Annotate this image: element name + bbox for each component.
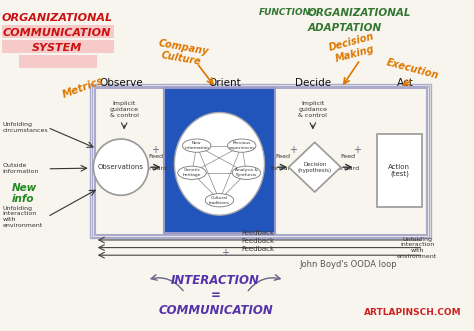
Text: Execution: Execution <box>385 58 440 81</box>
Text: COMMUNICATION: COMMUNICATION <box>3 28 111 38</box>
Text: forward: forward <box>336 166 360 170</box>
Text: Feed: Feed <box>340 154 356 159</box>
Text: +: + <box>353 145 361 155</box>
Text: Metrics: Metrics <box>61 75 105 100</box>
Text: ORGANIZATIONAL: ORGANIZATIONAL <box>1 13 112 23</box>
Text: Feed: Feed <box>148 154 163 159</box>
Text: Observations: Observations <box>98 164 144 170</box>
Text: forward: forward <box>144 166 167 170</box>
Text: Observe: Observe <box>99 78 143 88</box>
Text: ARTLAPINSCH.COM: ARTLAPINSCH.COM <box>364 308 461 317</box>
Text: Analysis &
Synthesis: Analysis & Synthesis <box>235 168 258 177</box>
Ellipse shape <box>205 194 234 207</box>
Text: +: + <box>221 248 229 258</box>
Text: SYSTEM: SYSTEM <box>32 43 82 53</box>
Text: Action
(test): Action (test) <box>388 164 410 177</box>
Ellipse shape <box>174 113 264 215</box>
Text: Previous
experiences: Previous experiences <box>228 141 255 150</box>
Text: Unfolding
interaction
with
environment: Unfolding interaction with environment <box>397 237 437 259</box>
Text: ADAPTATION: ADAPTATION <box>308 23 382 33</box>
Text: Decision
(hypothesis): Decision (hypothesis) <box>298 162 332 172</box>
FancyBboxPatch shape <box>377 134 422 207</box>
Text: +: + <box>151 145 159 155</box>
Text: Decision
Making: Decision Making <box>328 31 379 65</box>
Text: John Boyd's OODA loop: John Boyd's OODA loop <box>300 260 397 269</box>
Ellipse shape <box>93 139 148 195</box>
Ellipse shape <box>232 166 261 179</box>
Polygon shape <box>289 142 341 192</box>
Text: Feedback: Feedback <box>242 246 275 252</box>
Text: Cultural
traditions: Cultural traditions <box>209 196 230 205</box>
Text: Implicit
guidance
& control: Implicit guidance & control <box>298 101 328 118</box>
FancyBboxPatch shape <box>164 88 275 233</box>
Text: Unfolding
interaction
with
environment: Unfolding interaction with environment <box>2 206 43 228</box>
Text: Feedback: Feedback <box>242 230 275 236</box>
Text: Company
Culture: Company Culture <box>155 38 210 68</box>
Text: Unfolding
circumstances: Unfolding circumstances <box>2 122 48 133</box>
FancyBboxPatch shape <box>2 40 114 53</box>
Text: INTERACTION
=
COMMUNICATION: INTERACTION = COMMUNICATION <box>158 274 273 317</box>
Text: Outside
information: Outside information <box>2 164 39 174</box>
Text: FUNCTION:: FUNCTION: <box>258 8 314 17</box>
Text: New
info: New info <box>12 183 37 205</box>
Text: +: + <box>289 145 297 155</box>
FancyBboxPatch shape <box>2 25 114 38</box>
Ellipse shape <box>182 139 211 152</box>
Text: Implicit
guidance
& control: Implicit guidance & control <box>109 101 139 118</box>
Text: New
information: New information <box>184 141 209 150</box>
Ellipse shape <box>228 139 256 152</box>
Text: Orient: Orient <box>209 78 242 88</box>
Text: Genetic
heritage: Genetic heritage <box>182 168 201 177</box>
FancyBboxPatch shape <box>19 55 97 68</box>
Text: forward: forward <box>271 166 294 170</box>
Text: Feedback: Feedback <box>242 238 275 244</box>
Text: Act: Act <box>397 78 414 88</box>
Text: ORGANIZATIONAL: ORGANIZATIONAL <box>308 8 411 18</box>
Text: Decide: Decide <box>295 78 331 88</box>
Text: Feed: Feed <box>275 154 290 159</box>
Ellipse shape <box>178 166 206 179</box>
